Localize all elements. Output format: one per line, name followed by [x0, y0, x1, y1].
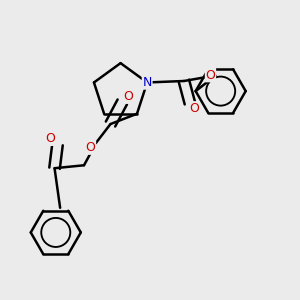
Text: O: O [123, 90, 133, 103]
Text: O: O [206, 69, 215, 82]
Text: O: O [85, 141, 95, 154]
Text: N: N [142, 76, 152, 89]
Text: O: O [189, 102, 199, 115]
Text: O: O [45, 132, 55, 145]
